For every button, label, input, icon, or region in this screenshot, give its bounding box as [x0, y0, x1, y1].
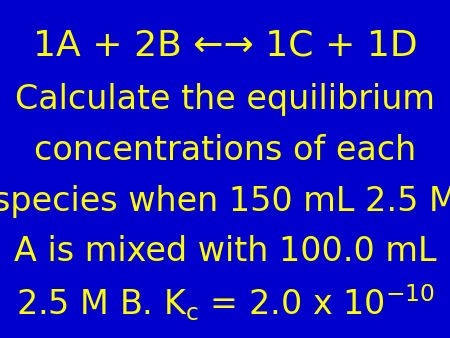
Text: 2.5 M B. K$_\mathsf{c}$ = 2.0 x 10$^{-10}$: 2.5 M B. K$_\mathsf{c}$ = 2.0 x 10$^{-10… — [16, 282, 434, 323]
Text: Calculate the equilibrium: Calculate the equilibrium — [15, 83, 435, 116]
Text: A is mixed with 100.0 mL: A is mixed with 100.0 mL — [14, 235, 436, 268]
Text: concentrations of each: concentrations of each — [34, 134, 416, 167]
Text: 1A + 2B ←→ 1C + 1D: 1A + 2B ←→ 1C + 1D — [33, 29, 417, 63]
Text: species when 150 mL 2.5 M: species when 150 mL 2.5 M — [0, 185, 450, 218]
